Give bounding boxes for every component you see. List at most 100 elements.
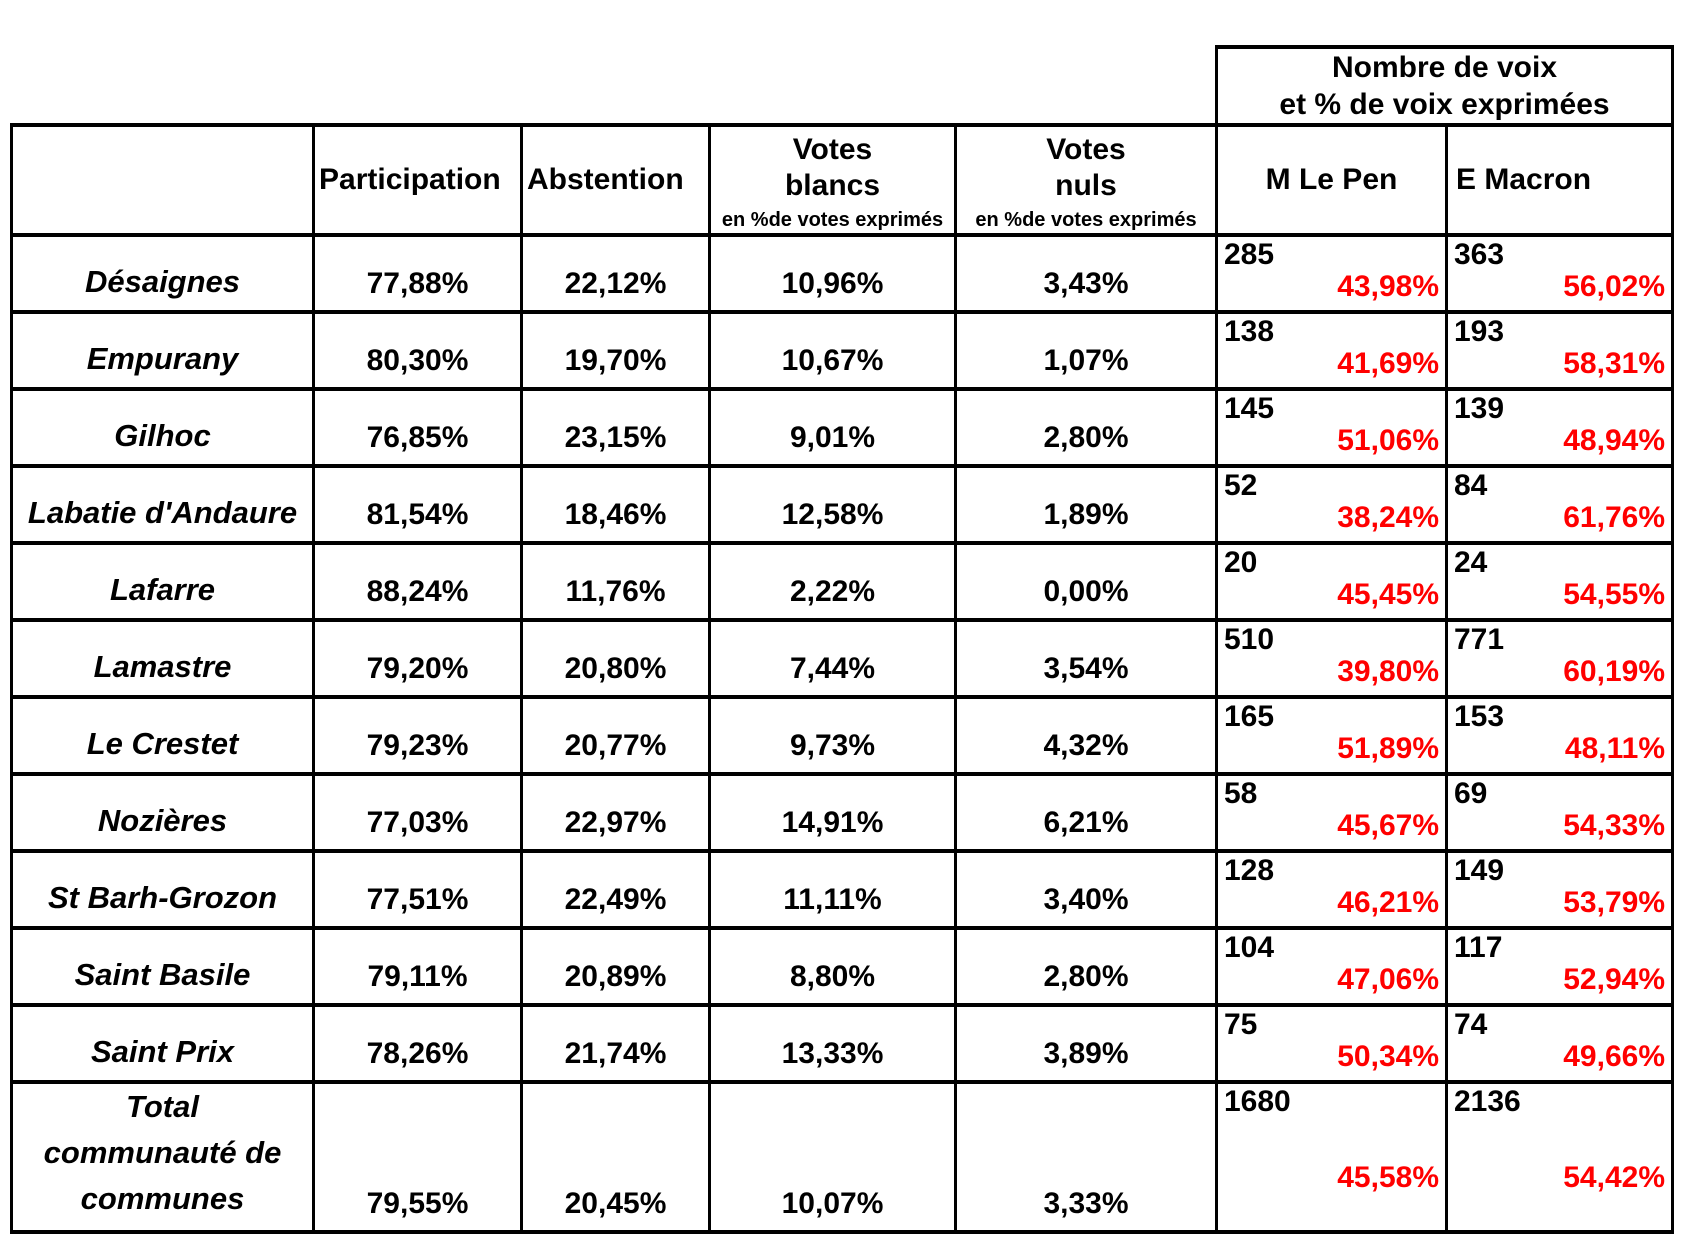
total-participation-cell: 79,55% xyxy=(312,1080,523,1234)
abstention-cell: 20,77% xyxy=(520,695,711,776)
macron-column-header: E Macron xyxy=(1445,123,1674,237)
commune-name-cell: St Barh-Grozon xyxy=(10,849,315,930)
votes-blancs-header-label: Votes blancs xyxy=(784,133,881,202)
commune-name-cell: Le Crestet xyxy=(10,695,315,776)
macron-cell-wrap: 363 56,02% xyxy=(1448,237,1671,307)
participation-cell: 77,88% xyxy=(312,233,523,314)
macron-percentage: 49,66% xyxy=(1563,1040,1665,1073)
lepen-percentage: 45,45% xyxy=(1337,578,1439,611)
votes-blancs-cell: 8,80% xyxy=(708,926,957,1007)
lepen-vote-count: 52 xyxy=(1224,469,1258,502)
macron-percentage: 54,55% xyxy=(1563,578,1665,611)
macron-vote-count: 771 xyxy=(1454,623,1505,656)
commune-name-cell: Empurany xyxy=(10,310,315,391)
votes-blancs-header-wrap: Votes blancs en %de votes exprimés xyxy=(711,127,954,233)
table-row: Labatie d'Andaure 81,54% 18,46% 12,58% 1… xyxy=(10,464,1674,545)
votes-nuls-cell: 3,43% xyxy=(954,233,1218,314)
participation-cell: 88,24% xyxy=(312,541,523,622)
votes-nuls-cell: 0,00% xyxy=(954,541,1218,622)
commune-name-cell: Saint Prix xyxy=(10,1003,315,1084)
lepen-cell: 138 41,69% xyxy=(1215,310,1448,391)
abstention-cell: 22,97% xyxy=(520,772,711,853)
votes-blancs-cell: 12,58% xyxy=(708,464,957,545)
total-macron-vote-count: 2136 xyxy=(1454,1085,1521,1118)
votes-nuls-cell: 1,07% xyxy=(954,310,1218,391)
lepen-percentage: 46,21% xyxy=(1337,886,1439,919)
table-row: Désaignes 77,88% 22,12% 10,96% 3,43% 285… xyxy=(10,233,1674,314)
participation-cell: 78,26% xyxy=(312,1003,523,1084)
lepen-cell-wrap: 285 43,98% xyxy=(1218,237,1445,307)
table-row: Lafarre 88,24% 11,76% 2,22% 0,00% 20 45,… xyxy=(10,541,1674,622)
lepen-vote-count: 165 xyxy=(1224,700,1275,733)
commune-name-cell: Saint Basile xyxy=(10,926,315,1007)
abstention-cell: 22,12% xyxy=(520,233,711,314)
votes-blancs-cell: 2,22% xyxy=(708,541,957,622)
votes-group-header: Nombre de voix et % de voix exprimées xyxy=(1215,45,1674,127)
total-name-cell: Total communauté de communes xyxy=(10,1080,315,1234)
lepen-vote-count: 285 xyxy=(1224,238,1275,271)
column-header-row: Participation Abstention Votes blancs en… xyxy=(10,123,1674,237)
lepen-cell-wrap: 104 47,06% xyxy=(1218,930,1445,1000)
macron-vote-count: 139 xyxy=(1454,392,1505,425)
macron-vote-count: 84 xyxy=(1454,469,1488,502)
abstention-column-header: Abstention xyxy=(520,123,711,237)
votes-blancs-cell: 7,44% xyxy=(708,618,957,699)
macron-cell-wrap: 84 61,76% xyxy=(1448,468,1671,538)
lepen-vote-count: 145 xyxy=(1224,392,1275,425)
participation-column-header: Participation xyxy=(312,123,523,237)
votes-blancs-cell: 10,96% xyxy=(708,233,957,314)
macron-cell: 117 52,94% xyxy=(1445,926,1674,1007)
macron-cell: 363 56,02% xyxy=(1445,233,1674,314)
results-table: Nombre de voix et % de voix exprimées Pa… xyxy=(10,45,1674,1234)
macron-vote-count: 69 xyxy=(1454,777,1488,810)
lepen-cell: 75 50,34% xyxy=(1215,1003,1448,1084)
votes-blancs-cell: 11,11% xyxy=(708,849,957,930)
participation-cell: 81,54% xyxy=(312,464,523,545)
abstention-cell: 20,80% xyxy=(520,618,711,699)
lepen-percentage: 51,06% xyxy=(1337,424,1439,457)
macron-cell: 74 49,66% xyxy=(1445,1003,1674,1084)
lepen-vote-count: 128 xyxy=(1224,854,1275,887)
total-row: Total communauté de communes 79,55% 20,4… xyxy=(10,1080,1674,1234)
total-votes-nuls-cell: 3,33% xyxy=(954,1080,1218,1234)
total-macron-percentage: 54,42% xyxy=(1563,1161,1665,1194)
commune-name-cell: Nozières xyxy=(10,772,315,853)
lepen-cell-wrap: 128 46,21% xyxy=(1218,853,1445,923)
lepen-percentage: 47,06% xyxy=(1337,963,1439,996)
macron-cell: 771 60,19% xyxy=(1445,618,1674,699)
macron-vote-count: 24 xyxy=(1454,546,1488,579)
votes-blancs-header-subnote: en %de votes exprimés xyxy=(721,209,944,231)
participation-cell: 80,30% xyxy=(312,310,523,391)
votes-nuls-cell: 6,21% xyxy=(954,772,1218,853)
commune-header-blank-cell xyxy=(10,123,315,237)
lepen-cell: 58 45,67% xyxy=(1215,772,1448,853)
votes-nuls-column-header: Votes nuls en %de votes exprimés xyxy=(954,123,1218,237)
lepen-cell: 104 47,06% xyxy=(1215,926,1448,1007)
total-lepen-vote-count: 1680 xyxy=(1224,1085,1291,1118)
lepen-percentage: 41,69% xyxy=(1337,347,1439,380)
abstention-cell: 23,15% xyxy=(520,387,711,468)
macron-percentage: 61,76% xyxy=(1563,501,1665,534)
lepen-cell-wrap: 58 45,67% xyxy=(1218,776,1445,846)
votes-nuls-cell: 4,32% xyxy=(954,695,1218,776)
lepen-cell: 145 51,06% xyxy=(1215,387,1448,468)
participation-cell: 79,20% xyxy=(312,618,523,699)
abstention-cell: 19,70% xyxy=(520,310,711,391)
participation-cell: 79,11% xyxy=(312,926,523,1007)
macron-cell: 84 61,76% xyxy=(1445,464,1674,545)
macron-cell-wrap: 69 54,33% xyxy=(1448,776,1671,846)
lepen-cell-wrap: 20 45,45% xyxy=(1218,545,1445,615)
table-row: Empurany 80,30% 19,70% 10,67% 1,07% 138 … xyxy=(10,310,1674,391)
macron-cell-wrap: 139 48,94% xyxy=(1448,391,1671,461)
lepen-vote-count: 138 xyxy=(1224,315,1275,348)
lepen-cell-wrap: 165 51,89% xyxy=(1218,699,1445,769)
lepen-percentage: 38,24% xyxy=(1337,501,1439,534)
table-row: Le Crestet 79,23% 20,77% 9,73% 4,32% 165… xyxy=(10,695,1674,776)
lepen-vote-count: 58 xyxy=(1224,777,1258,810)
table-row: Saint Prix 78,26% 21,74% 13,33% 3,89% 75… xyxy=(10,1003,1674,1084)
table-row: St Barh-Grozon 77,51% 22,49% 11,11% 3,40… xyxy=(10,849,1674,930)
table-row: Lamastre 79,20% 20,80% 7,44% 3,54% 510 3… xyxy=(10,618,1674,699)
participation-cell: 77,51% xyxy=(312,849,523,930)
macron-percentage: 56,02% xyxy=(1563,270,1665,303)
lepen-cell-wrap: 138 41,69% xyxy=(1218,314,1445,384)
